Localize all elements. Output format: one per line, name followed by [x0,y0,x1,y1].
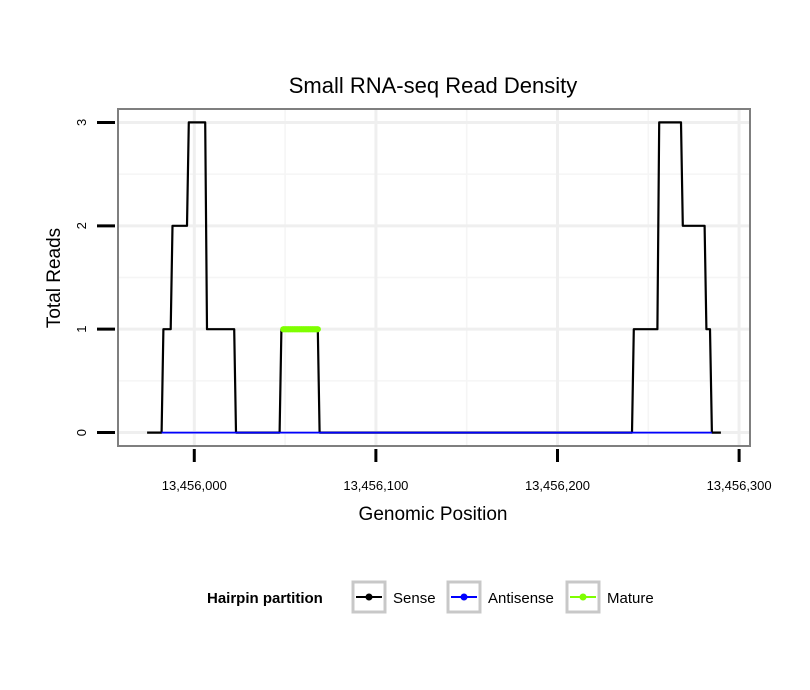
grid [118,109,750,446]
y-tick-label: 1 [74,326,89,333]
x-tick-label: 13,456,300 [707,478,772,493]
legend-point-antisense [460,593,468,601]
data-point-mature [314,326,321,333]
legend-label-antisense: Antisense [488,590,554,607]
y-tick-label: 0 [74,429,89,436]
y-axis: 0 1 2 3 [74,119,115,436]
legend-label-mature: Mature [607,590,654,607]
series-layer [147,121,721,434]
y-tick-label: 3 [74,119,89,126]
legend-point-mature [579,593,587,601]
plot-panel-border [117,108,751,447]
legend: Hairpin partition Sense Antisense Mature [207,580,654,614]
x-tick-label: 13,456,000 [162,478,227,493]
mature-points [280,326,321,333]
x-axis-title: Genomic Position [359,504,508,525]
series-line-sense [147,121,721,434]
y-axis-title: Total Reads [44,228,65,328]
chart-title: Small RNA-seq Read Density [289,73,578,98]
legend-title: Hairpin partition [207,590,323,607]
x-tick-label: 13,456,200 [525,478,590,493]
y-tick-label: 2 [74,222,89,229]
legend-point-sense [365,593,373,601]
legend-label-sense: Sense [393,590,436,607]
x-tick-label: 13,456,100 [343,478,408,493]
x-axis: 13,456,000 13,456,100 13,456,200 13,456,300 [162,449,772,493]
